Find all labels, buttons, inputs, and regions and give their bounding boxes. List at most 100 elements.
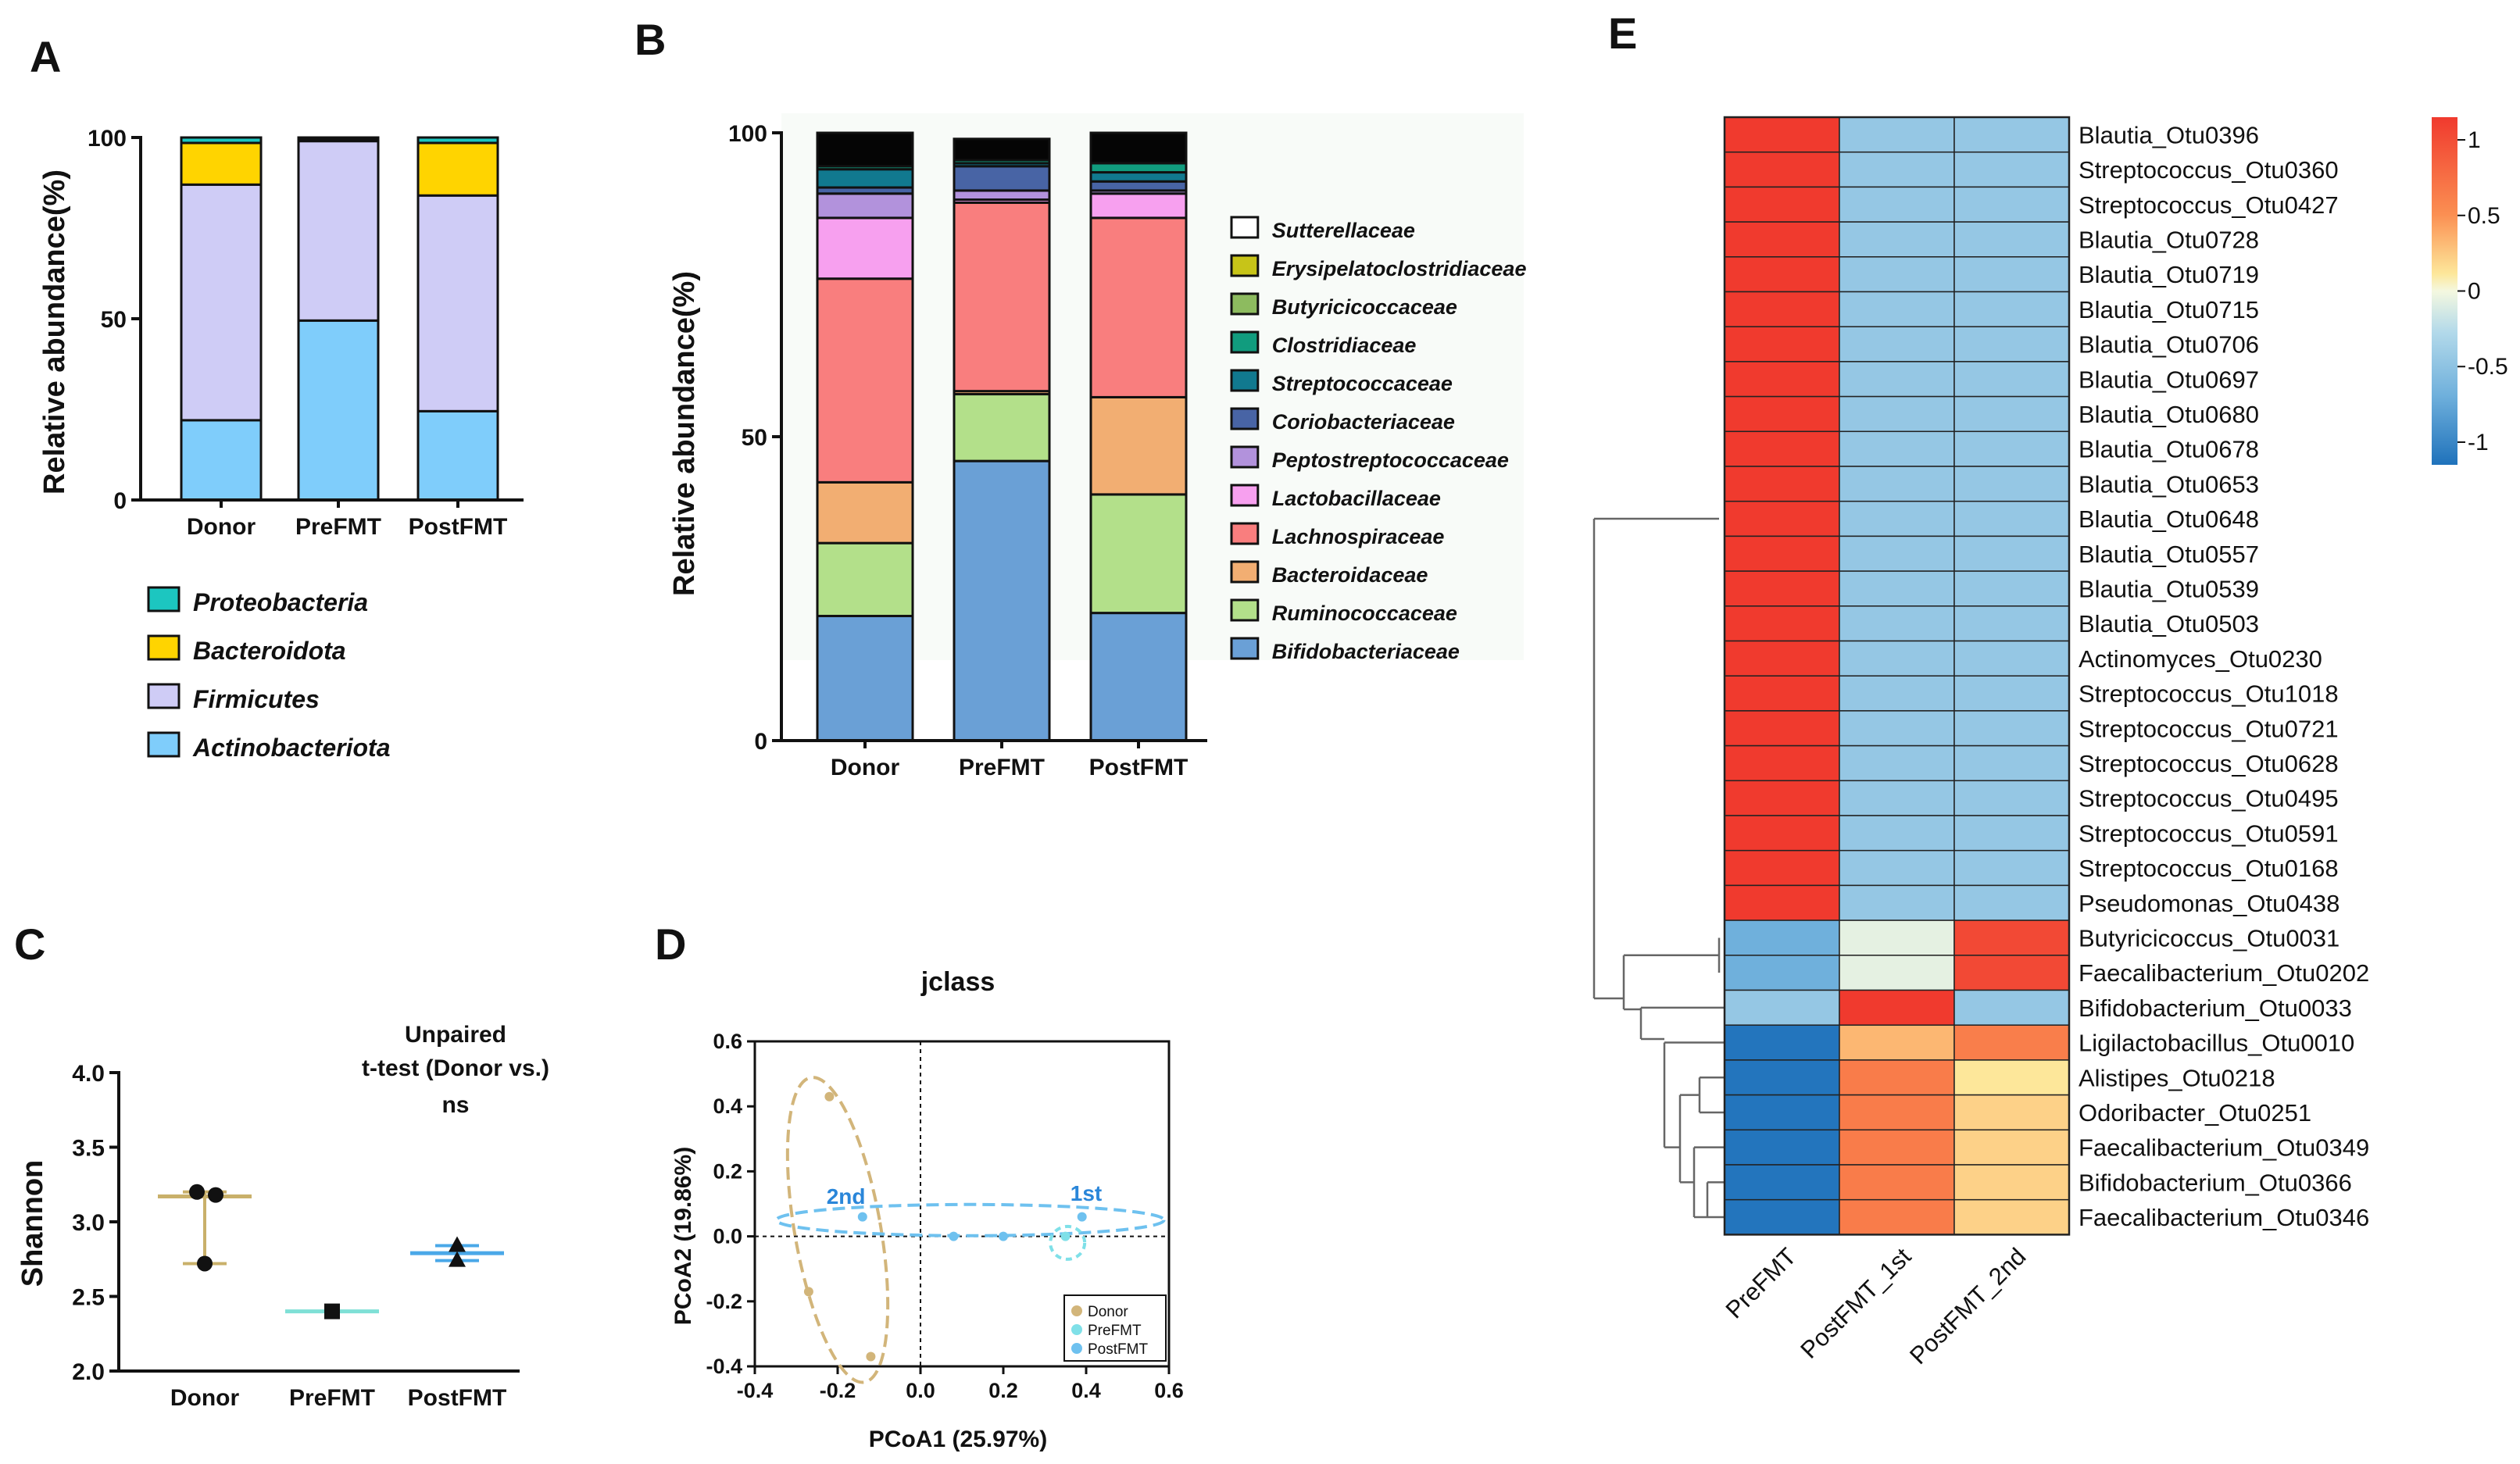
- panel-d-ytick-0-6: 0.6: [713, 1030, 742, 1053]
- heatmap-cell-blautia-otu0653-postfmt-1st: [1839, 466, 1955, 502]
- panel-b-bar-postfmt-others: [1089, 131, 1188, 165]
- heatmap-row-label-blautia-otu0715: Blautia_Otu0715: [2079, 296, 2259, 323]
- heatmap-cell-blautia-otu0503-postfmt-2nd: [1953, 605, 2070, 642]
- panel-c-xtick-donor: Donor: [170, 1385, 240, 1411]
- heatmap-cell-streptococcus-otu1018-postfmt-1st: [1839, 675, 1955, 712]
- heatmap-cell-streptococcus-otu0495-postfmt-2nd: [1953, 780, 2070, 816]
- heatmap-cell-streptococcus-otu0360-prefmt: [1724, 151, 1840, 188]
- heatmap-cell-blautia-otu0396-prefmt: [1724, 116, 1840, 153]
- panel-a-stacked-bar: Relative abundance(%) Donor PreFMT PostFMT…: [38, 126, 524, 762]
- heatmap-cell-blautia-otu0697-postfmt-1st: [1839, 361, 1955, 398]
- panel-b-xtick-postfmt: PostFMT: [1089, 755, 1189, 780]
- heatmap-row-label-streptococcus-otu0168: Streptococcus_Otu0168: [2079, 855, 2339, 882]
- heatmap-cell-streptococcus-otu0591-prefmt: [1724, 815, 1840, 852]
- panel-d-point-postfmt-1: [857, 1212, 867, 1222]
- panel-b-legend-swatch-bifidobacteriaceae: [1230, 637, 1260, 660]
- heatmap-row-label-blautia-otu0653: Blautia_Otu0653: [2079, 470, 2259, 498]
- panel-b-legend-swatch-erysipelatoclostridiaceae: [1230, 254, 1260, 277]
- panel-a-bar-postfmt-proteobacteria: [416, 136, 499, 145]
- heatmap-cell-blautia-otu0680-postfmt-1st: [1839, 395, 1955, 433]
- heatmap-cell-actinomyces-otu0230-postfmt-2nd: [1953, 640, 2070, 677]
- heatmap-cell-blautia-otu0539-prefmt: [1724, 570, 1840, 607]
- heatmap-cell-streptococcus-otu0495-postfmt-1st: [1839, 780, 1955, 816]
- heatmap-cell-streptococcus-otu0168-postfmt-2nd: [1953, 849, 2070, 887]
- colorbar-tick-1: -1: [2468, 430, 2489, 455]
- panel-b-xtick-donor: Donor: [831, 755, 900, 780]
- heatmap-row-label-blautia-otu0396: Blautia_Otu0396: [2079, 121, 2259, 148]
- panel-b-legend-label-streptococcaceae: Streptococcaceae: [1272, 372, 1453, 395]
- heatmap-cell-blautia-otu0715-postfmt-2nd: [1953, 291, 2070, 327]
- panel-label-a: A: [30, 32, 61, 81]
- panel-c-point-postfmt-0: [449, 1236, 466, 1252]
- panel-a-bar-donor-proteobacteria: [180, 136, 263, 145]
- panel-b-legend-label-lactobacillaceae: Lactobacillaceae: [1272, 487, 1441, 510]
- heatmap-row-label-blautia-otu0539: Blautia_Otu0539: [2079, 575, 2259, 602]
- heatmap-cell-actinomyces-otu0230-prefmt: [1724, 640, 1840, 677]
- panel-c-ytick-4-0: 4.0: [72, 1061, 105, 1087]
- heatmap-cell-bifidobacterium-otu0033-postfmt-2nd: [1953, 989, 2070, 1026]
- heatmap-cell-blautia-otu0557-postfmt-1st: [1839, 535, 1955, 572]
- panel-a-legend-label-proteobacteria: Proteobacteria: [193, 588, 368, 616]
- panel-c-xtick-prefmt: PreFMT: [289, 1385, 375, 1411]
- panel-a-bar-donor-firmicutes: [180, 183, 263, 422]
- heatmap-cell-blautia-otu0706-postfmt-1st: [1839, 326, 1955, 362]
- panel-c-point-postfmt-1: [449, 1251, 466, 1267]
- heatmap-cell-faecalibacterium-otu0202-postfmt-1st: [1839, 955, 1955, 991]
- heatmap-cell-odoribacter-otu0251-prefmt: [1724, 1094, 1840, 1131]
- heatmap-cell-streptococcus-otu1018-prefmt: [1724, 675, 1840, 712]
- heatmap-cell-streptococcus-otu0721-postfmt-2nd: [1953, 710, 2070, 747]
- heatmap-row-label-streptococcus-otu0360: Streptococcus_Otu0360: [2079, 156, 2339, 184]
- panel-d-point-prefmt-0: [1060, 1231, 1071, 1241]
- heatmap-row-label-streptococcus-otu1018: Streptococcus_Otu1018: [2079, 680, 2339, 708]
- panel-b-bar-postfmt-bacteroidaceae: [1089, 395, 1188, 496]
- heatmap-cell-blautia-otu0728-postfmt-1st: [1839, 221, 1955, 258]
- colorbar-tick-1: 1: [2468, 127, 2481, 153]
- heatmap-cell-alistipes-otu0218-postfmt-2nd: [1953, 1059, 2070, 1096]
- heatmap-cell-streptococcus-otu0721-prefmt: [1724, 710, 1840, 747]
- panel-b-bar-prefmt-coriobacteriaceae: [953, 165, 1051, 192]
- heatmap-cell-bifidobacterium-otu0366-prefmt: [1724, 1164, 1840, 1201]
- heatmap-cell-actinomyces-otu0230-postfmt-1st: [1839, 640, 1955, 677]
- panel-b-legend-label-clostridiaceae: Clostridiaceae: [1272, 334, 1417, 357]
- panel-d-point-postfmt-3: [999, 1231, 1008, 1241]
- panel-a-bar-postfmt-bacteroidota: [416, 141, 499, 197]
- panel-b-legend-label-sutterellaceae: Sutterellaceae: [1272, 219, 1415, 242]
- panel-d-label-2nd: 2nd: [827, 1184, 866, 1209]
- panel-d-title: jclass: [920, 967, 995, 997]
- panel-a-bar-postfmt-firmicutes: [416, 194, 499, 412]
- heatmap-cell-streptococcus-otu0168-postfmt-1st: [1839, 849, 1955, 887]
- panel-d-pcoa-plot: jclass PCoA1 (25.97%) PCoA2 (19.86%) -0.…: [670, 967, 1184, 1452]
- heatmap-cell-blautia-otu0539-postfmt-2nd: [1953, 570, 2070, 607]
- heatmap-cell-odoribacter-otu0251-postfmt-1st: [1839, 1094, 1955, 1131]
- heatmap-cell-butyricicoccus-otu0031-postfmt-1st: [1839, 919, 1955, 956]
- panel-a-ytick-50: 50: [101, 307, 127, 333]
- panel-d-ellipse-donor: [785, 1076, 890, 1384]
- panel-d-xtick-0-4: 0.4: [1071, 1379, 1101, 1402]
- heatmap-row-label-blautia-otu0648: Blautia_Otu0648: [2079, 505, 2259, 533]
- heatmap-cell-butyricicoccus-otu0031-prefmt: [1724, 919, 1840, 956]
- heatmap-cell-blautia-otu0557-postfmt-2nd: [1953, 535, 2070, 572]
- heatmap-cell-blautia-otu0697-postfmt-2nd: [1953, 361, 2070, 398]
- panel-e-heatmap: Blautia_Otu0396 Streptococcus_Otu0360 Stre…: [1592, 116, 2508, 1369]
- heatmap-cell-streptococcus-otu0721-postfmt-1st: [1839, 710, 1955, 747]
- heatmap-row-label-blautia-otu0706: Blautia_Otu0706: [2079, 331, 2259, 359]
- panel-b-ytick-50: 50: [742, 425, 767, 451]
- panel-a-ytick-0: 0: [113, 488, 127, 514]
- panel-label-b: B: [634, 15, 666, 64]
- panel-b-legend-label-bifidobacteriaceae: Bifidobacteriaceae: [1272, 640, 1460, 663]
- panel-b-ytick-100: 100: [728, 121, 767, 147]
- panel-d-point-donor-2: [866, 1352, 876, 1362]
- heatmap-cell-faecalibacterium-otu0346-postfmt-2nd: [1953, 1198, 2070, 1236]
- heatmap-cell-blautia-otu0503-prefmt: [1724, 605, 1840, 642]
- heatmap-cell-streptococcus-otu0628-prefmt: [1724, 744, 1840, 782]
- panel-c-point-prefmt-0: [324, 1303, 340, 1319]
- heatmap-row-label-butyricicoccus-otu0031: Butyricicoccus_Otu0031: [2079, 924, 2339, 952]
- heatmap-cell-pseudomonas-otu0438-prefmt: [1724, 884, 1840, 921]
- panel-b-legend-swatch-butyricicoccaceae: [1230, 292, 1260, 316]
- panel-d-xtick-0-4: -0.4: [737, 1379, 774, 1402]
- panel-a-bar-prefmt-actinobacteriota: [297, 319, 380, 502]
- panel-d-ellipse-prefmt: [1049, 1224, 1087, 1261]
- heatmap-cell-blautia-otu0697-prefmt: [1724, 361, 1840, 398]
- panel-a-legend-swatch-actinobacteriota: [147, 731, 181, 758]
